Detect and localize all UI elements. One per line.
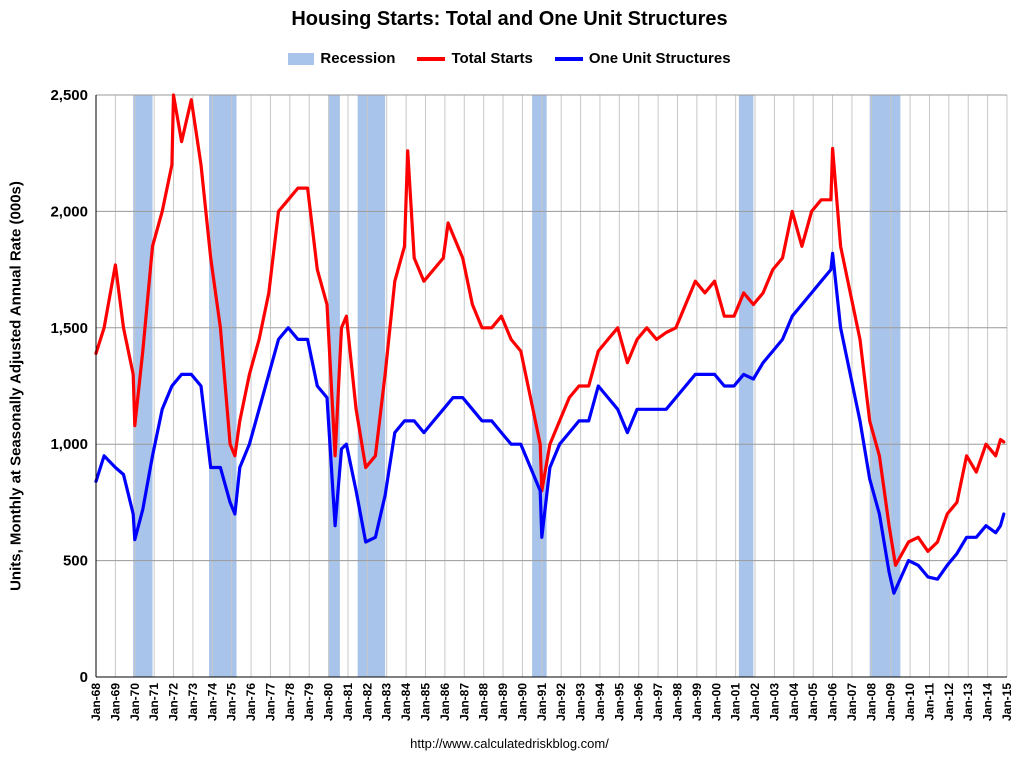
x-tick-label-jan-85: Jan-85 [419, 683, 433, 721]
x-tick-label-jan-05: Jan-05 [806, 683, 820, 721]
x-tick-label-jan-95: Jan-95 [612, 683, 626, 721]
recession-band-4 [357, 95, 386, 677]
legend-item-total-starts: Total Starts [417, 50, 533, 67]
y-tick-label-0: 0 [80, 669, 88, 686]
x-tick-label-jan-88: Jan-88 [477, 683, 491, 721]
x-tick-label-jan-75: Jan-75 [225, 683, 239, 721]
legend-label-total-starts: Total Starts [451, 50, 533, 67]
x-tick-label-jan-99: Jan-99 [690, 683, 704, 721]
x-tick-label-jan-76: Jan-76 [244, 683, 258, 721]
x-tick-label-jan-97: Jan-97 [651, 683, 665, 721]
grid-lines [95, 94, 1008, 677]
recession-band-2 [209, 95, 237, 677]
legend-swatch-recession [288, 52, 315, 65]
x-tick-label-jan-70: Jan-70 [128, 683, 142, 721]
axes [95, 95, 1007, 678]
y-tick-labels: 0 500 1,000 1,500 2,000 2,500 [50, 87, 88, 686]
chart-title: Housing Starts: Total and One Unit Struc… [291, 8, 728, 30]
x-tick-label-jan-87: Jan-87 [457, 683, 471, 721]
x-tick-label-jan-72: Jan-72 [167, 683, 181, 721]
x-tick-label-jan-96: Jan-96 [632, 683, 646, 721]
x-tick-label-jan-92: Jan-92 [554, 683, 568, 721]
x-tick-label-jan-86: Jan-86 [438, 683, 452, 721]
recession-band-6 [738, 95, 754, 677]
y-tick-label-2500: 2,500 [50, 87, 88, 104]
x-tick-label-jan-84: Jan-84 [399, 683, 413, 721]
x-tick-label-jan-15: Jan-15 [1000, 683, 1014, 721]
recession-band-3 [328, 95, 340, 677]
x-tick-label-jan-94: Jan-94 [593, 683, 607, 721]
legend-label-recession: Recession [320, 50, 396, 67]
x-tick-label-jan-80: Jan-80 [322, 683, 336, 721]
y-tick-label-500: 500 [63, 553, 88, 570]
x-tick-label-jan-68: Jan-68 [89, 683, 103, 721]
recession-band-5 [532, 95, 547, 677]
x-tick-label-jan-04: Jan-04 [787, 683, 801, 721]
y-tick-label-1000: 1,000 [50, 436, 88, 453]
series-lines [94, 93, 1006, 595]
recession-band-1 [133, 95, 153, 677]
y-tick-label-1500: 1,500 [50, 320, 88, 337]
series-line-total-starts [94, 93, 1006, 567]
x-tick-label-jan-14: Jan-14 [981, 683, 995, 721]
x-tick-label-jan-69: Jan-69 [108, 683, 122, 721]
x-tick-label-jan-91: Jan-91 [535, 683, 549, 721]
x-tick-label-jan-81: Jan-81 [341, 683, 355, 721]
x-tick-label-jan-82: Jan-82 [360, 683, 374, 721]
x-tick-label-jan-90: Jan-90 [515, 683, 529, 721]
x-tick-label-jan-09: Jan-09 [884, 683, 898, 721]
recession-band-7 [869, 95, 901, 677]
legend-item-recession: Recession [288, 50, 395, 67]
series-line-one-unit [94, 251, 1006, 595]
x-tick-labels: Jan-68 Jan-69 Jan-70 Jan-71 Jan-72 Jan-73 Jan-… [89, 683, 1014, 721]
x-tick-label-jan-06: Jan-06 [826, 683, 840, 721]
x-tick-label-jan-11: Jan-11 [922, 683, 936, 721]
x-tick-label-jan-12: Jan-12 [942, 683, 956, 721]
x-tick-label-jan-71: Jan-71 [147, 683, 161, 721]
x-tick-label-jan-02: Jan-02 [748, 683, 762, 721]
x-tick-label-jan-00: Jan-00 [709, 683, 723, 721]
legend-swatch-total-starts [417, 56, 446, 61]
legend-item-one-unit: One Unit Structures [554, 50, 731, 67]
x-tick-label-jan-08: Jan-08 [864, 683, 878, 721]
x-tick-label-jan-78: Jan-78 [283, 683, 297, 721]
x-tick-label-jan-77: Jan-77 [263, 683, 277, 721]
x-tick-label-jan-13: Jan-13 [961, 683, 975, 721]
x-tick-label-jan-98: Jan-98 [670, 683, 684, 721]
x-tick-label-jan-10: Jan-10 [903, 683, 917, 721]
x-tick-label-jan-73: Jan-73 [186, 683, 200, 721]
x-tick-label-jan-89: Jan-89 [496, 683, 510, 721]
x-tick-label-jan-07: Jan-07 [845, 683, 859, 721]
y-tick-label-2000: 2,000 [50, 203, 88, 220]
x-tick-label-jan-79: Jan-79 [302, 683, 316, 721]
x-tick-label-jan-03: Jan-03 [767, 683, 781, 721]
legend-label-one-unit: One Unit Structures [588, 50, 731, 67]
x-tick-label-jan-93: Jan-93 [574, 683, 588, 721]
x-tick-label-jan-01: Jan-01 [729, 683, 743, 721]
legend-swatch-one-unit [554, 56, 583, 61]
x-tick-label-jan-83: Jan-83 [380, 683, 394, 721]
legend: Recession Total Starts One Unit Structur… [0, 50, 1019, 67]
source-url: http://www.calculatedriskblog.com/ [410, 736, 609, 751]
x-tick-label-jan-74: Jan-74 [205, 683, 219, 721]
